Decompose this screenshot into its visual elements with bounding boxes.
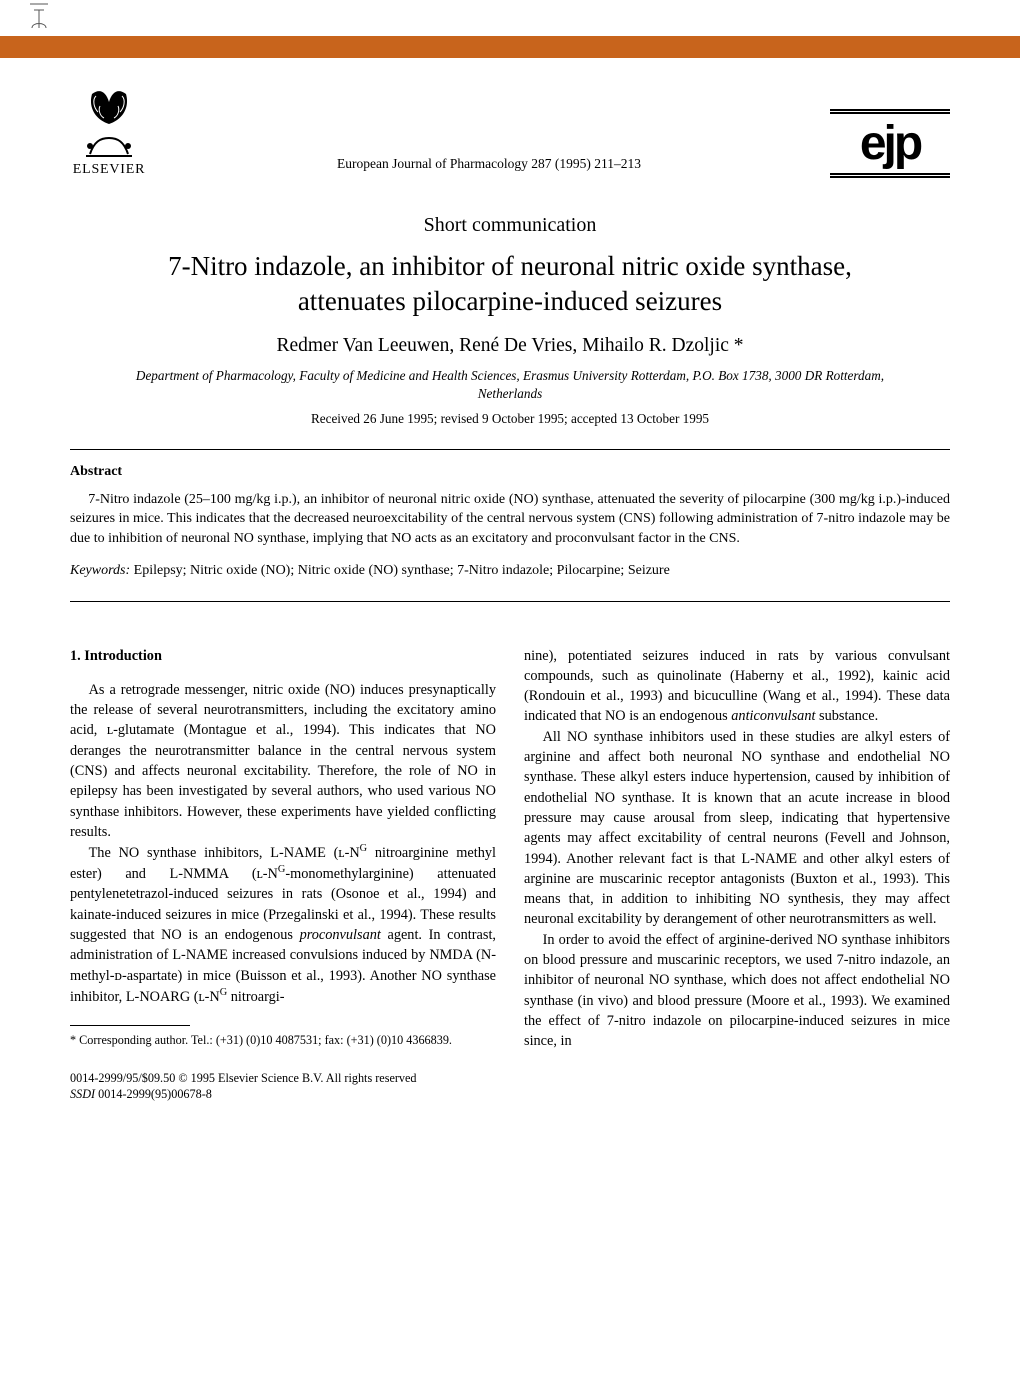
- scan-mark-icon: [28, 2, 50, 30]
- journal-abbrev-logo: ejp: [830, 109, 950, 178]
- paragraph-2: The NO synthase inhibitors, L-NAME (ʟ-NG…: [70, 842, 496, 1007]
- copyright-line: 0014-2999/95/$09.50 © 1995 Elsevier Scie…: [70, 1070, 950, 1086]
- ssdi-label: SSDI: [70, 1087, 95, 1101]
- paragraph-1: As a retrograde messenger, nitric oxide …: [70, 680, 496, 842]
- corresponding-author-footnote: * Corresponding author. Tel.: (+31) (0)1…: [70, 1032, 496, 1048]
- abstract-block: Abstract 7-Nitro indazole (25–100 mg/kg …: [70, 464, 950, 579]
- publisher-logo: ELSEVIER: [70, 82, 148, 178]
- keywords-label: Keywords:: [70, 563, 130, 578]
- abstract-text: 7-Nitro indazole (25–100 mg/kg i.p.), an…: [70, 490, 950, 549]
- affiliation-country: Netherlands: [70, 385, 950, 403]
- p3-b: anticonvulsant: [731, 708, 815, 724]
- paragraph-5: In order to avoid the effect of arginine…: [524, 930, 950, 1052]
- p2-f: nitroargi-: [227, 989, 284, 1005]
- footnote-rule: [70, 1025, 190, 1026]
- sup-g1: G: [360, 843, 367, 854]
- article-dates: Received 26 June 1995; revised 9 October…: [70, 411, 950, 427]
- ssdi-line: SSDI 0014-2999(95)00678-8: [70, 1086, 950, 1102]
- section-heading: 1. Introduction: [70, 646, 496, 666]
- publisher-name: ELSEVIER: [73, 162, 146, 178]
- affiliation-text: Department of Pharmacology, Faculty of M…: [136, 368, 884, 383]
- authors: Redmer Van Leeuwen, René De Vries, Mihai…: [70, 335, 950, 357]
- paragraph-3: nine), potentiated seizures induced in r…: [524, 646, 950, 727]
- article-title: 7-Nitro indazole, an inhibitor of neuron…: [70, 249, 950, 319]
- article-type: Short communication: [70, 214, 950, 237]
- separator-rule-top: [70, 449, 950, 450]
- abstract-heading: Abstract: [70, 464, 950, 480]
- ejp-rule-bottom: [830, 173, 950, 178]
- title-line-2: attenuates pilocarpine-induced seizures: [298, 286, 722, 316]
- header-color-band: [0, 36, 1020, 58]
- title-line-1: 7-Nitro indazole, an inhibitor of neuron…: [168, 251, 852, 281]
- journal-abbrev: ejp: [860, 122, 920, 165]
- keywords: Keywords: Epilepsy; Nitric oxide (NO); N…: [70, 563, 950, 579]
- body-text: 1. Introduction As a retrograde messenge…: [70, 646, 950, 1052]
- p2-a: The NO synthase inhibitors, L-NAME (ʟ-N: [89, 845, 360, 861]
- journal-header: ELSEVIER European Journal of Pharmacolog…: [70, 82, 950, 178]
- elsevier-tree-icon: [70, 82, 148, 160]
- paragraph-4: All NO synthase inhibitors used in these…: [524, 727, 950, 930]
- journal-citation: European Journal of Pharmacology 287 (19…: [148, 156, 830, 178]
- p2-d: proconvulsant: [300, 927, 381, 943]
- front-matter: Short communication 7-Nitro indazole, an…: [70, 214, 950, 427]
- separator-rule-bottom: [70, 601, 950, 602]
- page-footer: 0014-2999/95/$09.50 © 1995 Elsevier Scie…: [70, 1070, 950, 1103]
- ssdi-value: 0014-2999(95)00678-8: [95, 1087, 212, 1101]
- keywords-list: Epilepsy; Nitric oxide (NO); Nitric oxid…: [130, 563, 670, 578]
- ejp-rule-top: [830, 109, 950, 114]
- p3-c: substance.: [815, 708, 878, 724]
- affiliation: Department of Pharmacology, Faculty of M…: [70, 367, 950, 403]
